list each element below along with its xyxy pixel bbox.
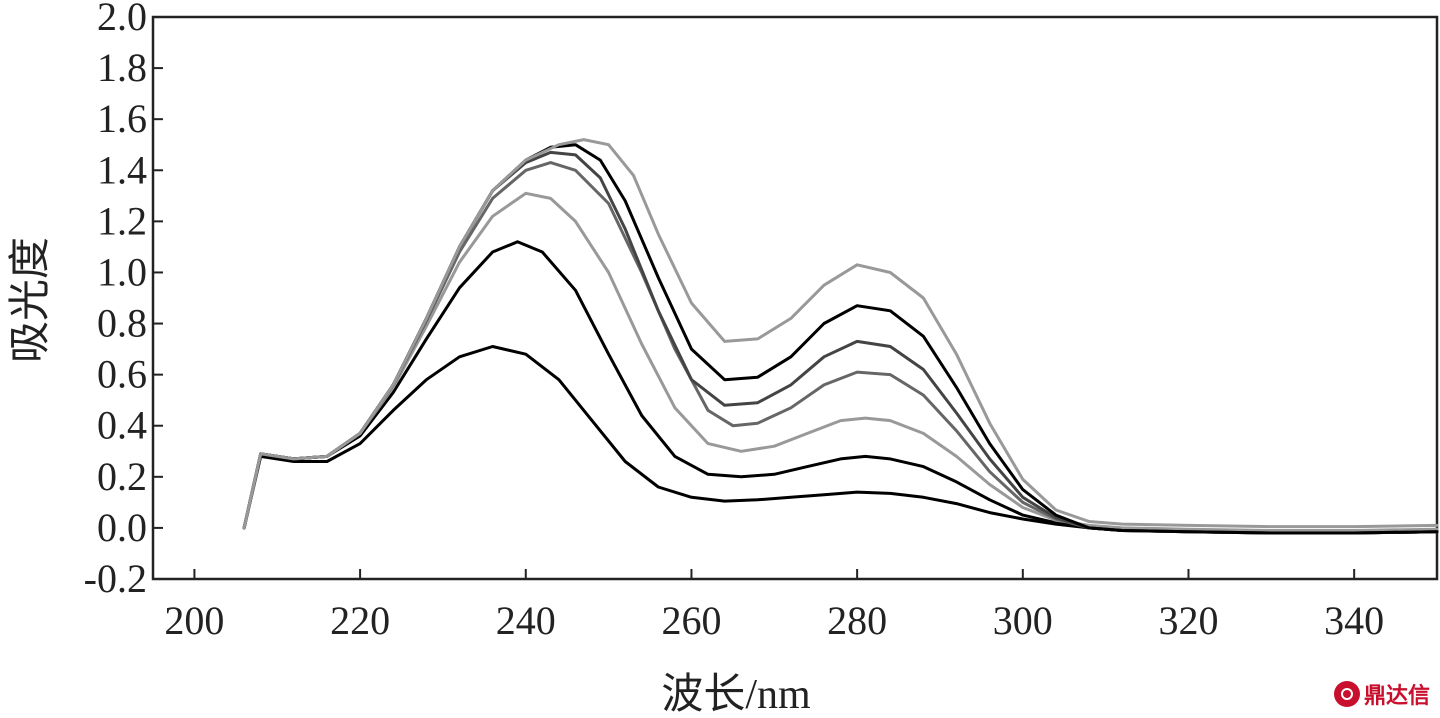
y-tick-label: 1.2 <box>97 198 147 243</box>
series-line-1 <box>242 345 1439 534</box>
x-tick-label: 280 <box>827 598 887 643</box>
axis-ticks: -0.2 0.0 0.2 0.4 0.6 0.8 1.0 1.2 1.4 1.6 1.8 2.0 200… <box>84 0 1384 643</box>
x-tick-label: 240 <box>496 598 556 643</box>
y-tick-label: 1.0 <box>97 249 147 294</box>
plot-frame <box>151 15 1439 581</box>
y-tick-label: 0.2 <box>97 454 147 499</box>
y-tick-label: 0.8 <box>97 301 147 346</box>
x-axis-title: 波长/nm <box>661 672 811 718</box>
y-tick-label: 0.4 <box>97 403 147 448</box>
x-tick-label: 220 <box>330 598 390 643</box>
series-line-3 <box>242 191 1439 532</box>
series-lines <box>242 138 1439 535</box>
y-tick-label: 1.6 <box>97 96 147 141</box>
watermark-logo-icon <box>1333 681 1360 707</box>
x-tick-label: 320 <box>1158 598 1218 643</box>
series-line-2 <box>242 240 1439 535</box>
series-line-6 <box>242 143 1439 535</box>
y-tick-label: 0.0 <box>97 505 147 550</box>
x-tick-label: 340 <box>1324 598 1384 643</box>
y-tick-label: -0.2 <box>84 556 147 601</box>
x-tick-label: 200 <box>164 598 224 643</box>
y-tick-label: 0.6 <box>97 352 147 397</box>
series-line-7 <box>242 138 1439 530</box>
y-tick-label: 1.4 <box>97 147 147 192</box>
watermark: 鼎达信 <box>1333 678 1430 710</box>
x-tick-label: 300 <box>993 598 1053 643</box>
y-tick-label: 1.8 <box>97 45 147 90</box>
watermark-text: 鼎达信 <box>1363 684 1430 709</box>
y-axis-title: 吸光度 <box>8 237 54 363</box>
y-tick-label: 2.0 <box>97 0 147 39</box>
x-tick-label: 260 <box>661 598 721 643</box>
